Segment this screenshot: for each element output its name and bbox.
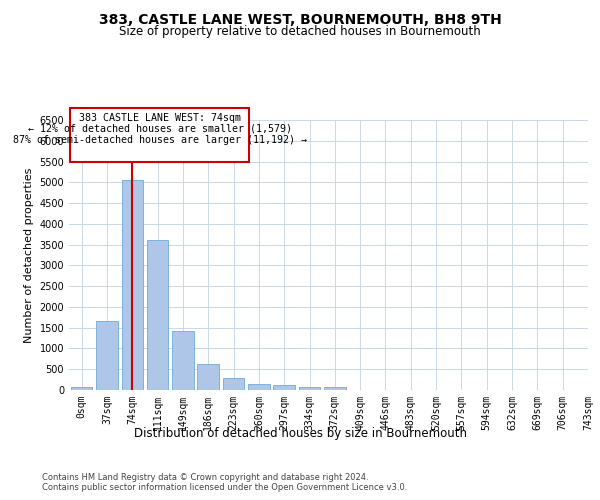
Bar <box>324 387 346 390</box>
Bar <box>71 387 92 390</box>
Bar <box>70 108 249 162</box>
Bar <box>147 240 169 390</box>
Text: Size of property relative to detached houses in Bournemouth: Size of property relative to detached ho… <box>119 25 481 38</box>
Bar <box>248 384 269 390</box>
Bar <box>223 378 244 390</box>
Text: Distribution of detached houses by size in Bournemouth: Distribution of detached houses by size … <box>133 428 467 440</box>
Text: 87% of semi-detached houses are larger (11,192) →: 87% of semi-detached houses are larger (… <box>13 134 307 144</box>
Bar <box>274 386 295 390</box>
Text: 383, CASTLE LANE WEST, BOURNEMOUTH, BH8 9TH: 383, CASTLE LANE WEST, BOURNEMOUTH, BH8 … <box>98 12 502 26</box>
Bar <box>299 386 320 390</box>
Bar <box>197 364 219 390</box>
Text: Contains HM Land Registry data © Crown copyright and database right 2024.: Contains HM Land Registry data © Crown c… <box>42 472 368 482</box>
Text: ← 12% of detached houses are smaller (1,579): ← 12% of detached houses are smaller (1,… <box>28 124 292 134</box>
Y-axis label: Number of detached properties: Number of detached properties <box>24 168 34 342</box>
Bar <box>122 180 143 390</box>
Bar <box>172 331 194 390</box>
Text: 383 CASTLE LANE WEST: 74sqm: 383 CASTLE LANE WEST: 74sqm <box>79 113 241 123</box>
Bar <box>96 322 118 390</box>
Text: Contains public sector information licensed under the Open Government Licence v3: Contains public sector information licen… <box>42 484 407 492</box>
